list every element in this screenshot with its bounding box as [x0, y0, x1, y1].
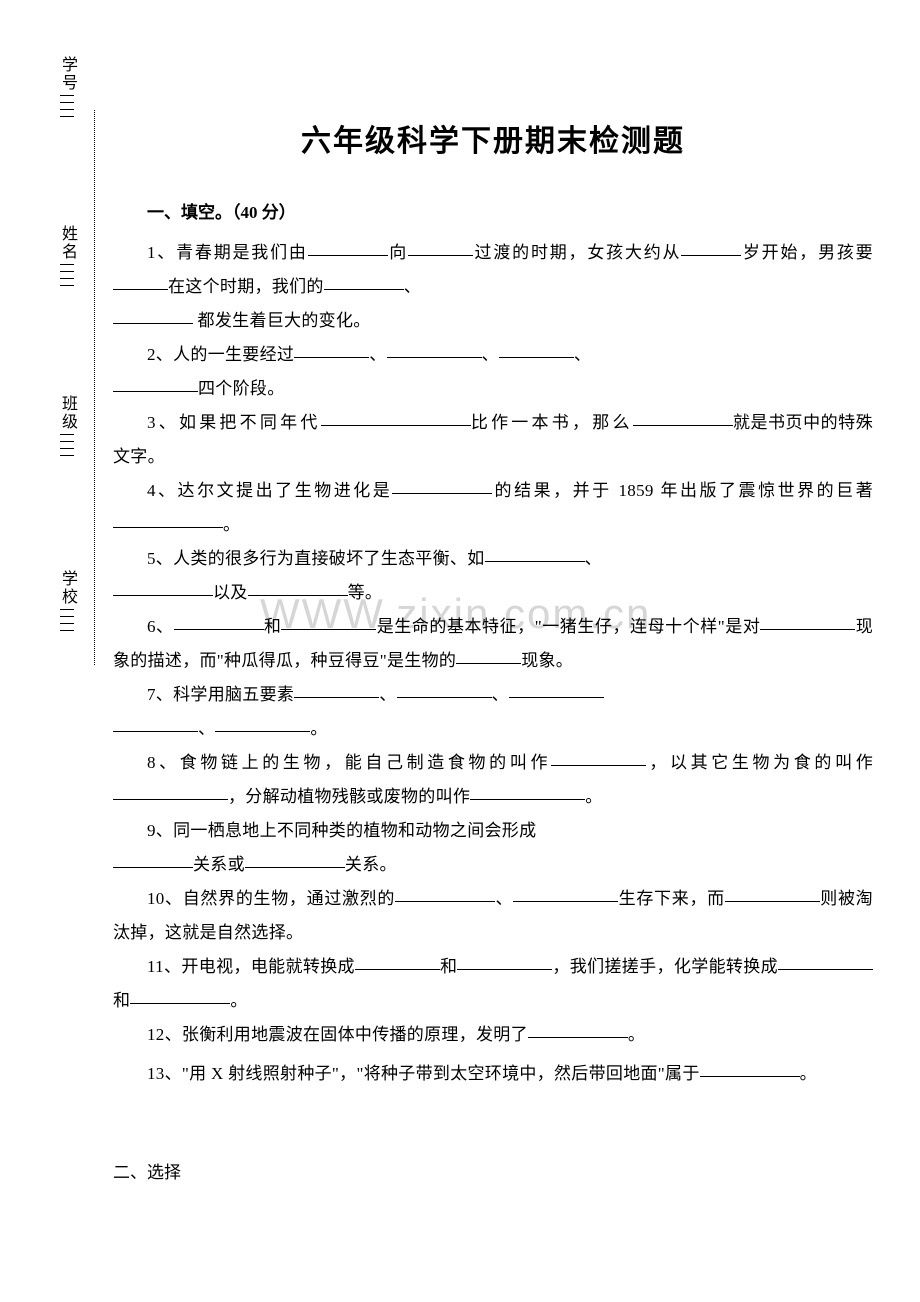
dotted-divider: [94, 110, 95, 665]
page-title: 六年级科学下册期末检测题: [113, 116, 873, 160]
class-label: 班级: [55, 395, 79, 459]
question-12: 12、张衡利用地震波在固体中传播的原理，发明了。: [113, 1018, 873, 1052]
question-2: 2、人的一生要经过、、、四个阶段。: [113, 338, 873, 406]
section2-header: 二、选择: [113, 1156, 873, 1190]
question-6: 6、和是生命的基本特征，"一猪生仔，连母十个样"是对现象的描述，而"种瓜得瓜，种…: [113, 610, 873, 678]
section1-header: 一、填空。（40 分）: [113, 196, 873, 230]
school-label: 学校: [55, 570, 79, 634]
question-13: 13、"用 X 射线照射种子"，"将种子带到太空环境中，然后带回地面"属于。: [113, 1052, 873, 1096]
studentid-label: 学号: [55, 56, 79, 120]
question-4: 4、达尔文提出了生物进化是的结果，并于 1859 年出版了震惊世界的巨著。: [113, 474, 873, 542]
question-10: 10、自然界的生物，通过激烈的、生存下来，而则被淘汰掉，这就是自然选择。: [113, 882, 873, 950]
document-content: 六年级科学下册期末检测题 一、填空。（40 分） 1、青春期是我们由向过渡的时期…: [113, 116, 873, 1190]
question-9: 9、同一栖息地上不同种类的植物和动物之间会形成关系或关系。: [113, 814, 873, 882]
question-8: 8、食物链上的生物，能自己制造食物的叫作，以其它生物为食的叫作，分解动植物残骸或…: [113, 746, 873, 814]
question-7: 7、科学用脑五要素、、、。: [113, 678, 873, 746]
question-5: 5、人类的很多行为直接破坏了生态平衡、如、以及等。: [113, 542, 873, 610]
name-label: 姓名: [55, 225, 79, 289]
question-1: 1、青春期是我们由向过渡的时期，女孩大约从岁开始，男孩要在这个时期，我们的、 都…: [113, 236, 873, 338]
question-3: 3、如果把不同年代比作一本书，那么就是书页中的特殊文字。: [113, 406, 873, 474]
question-11: 11、开电视，电能就转换成和，我们搓搓手，化学能转换成和。: [113, 950, 873, 1018]
